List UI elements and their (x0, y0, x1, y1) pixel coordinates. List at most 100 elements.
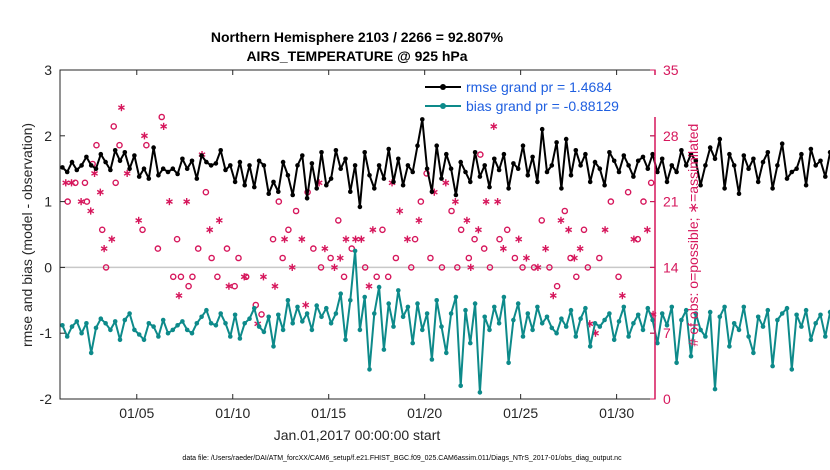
legend: rmse grand pr = 1.4684 bias grand pr = -… (420, 75, 656, 117)
rmse-point (223, 167, 228, 173)
obs-assimilated-stroke (482, 199, 490, 205)
bias-point (635, 312, 641, 318)
rmse-point (779, 141, 785, 146)
obs-assimilated-stroke (494, 199, 502, 205)
bias-point (256, 324, 262, 329)
obs-possible-marker (384, 273, 392, 281)
bias-point (93, 325, 99, 331)
obs-possible-marker (503, 226, 511, 234)
obs-possible-marker (361, 264, 369, 271)
obs-possible-marker (116, 141, 123, 149)
obs-assimilated-marker (175, 292, 183, 300)
rmse-point (683, 163, 689, 168)
rmse-point (400, 182, 406, 188)
obs-assimilated-marker (369, 226, 377, 234)
y-axis-right-label: # of obs: o=possible; ∗=assimilated (685, 124, 701, 347)
bias-point (712, 386, 718, 392)
rmse-point (170, 166, 176, 171)
obs-assimilated-stroke (474, 227, 482, 233)
bias-point (520, 334, 526, 339)
rmse-point (429, 189, 435, 194)
obs-assimilated-marker (160, 122, 168, 130)
obs-possible-marker (392, 254, 400, 262)
rmse-point (175, 171, 180, 177)
rmse-point (352, 163, 358, 168)
axes-layer: -2 -1 0 1 2 3 0 7 14 21 28 35 01/05 01/10 01/15 01/20… (40, 62, 679, 421)
rmse-point (640, 154, 646, 160)
obs-assimilated-stroke (302, 302, 310, 308)
obs-possible-marker (519, 264, 526, 271)
bias-point (242, 321, 247, 326)
rmse-point (626, 163, 631, 168)
rmse-point (448, 166, 454, 171)
rmse-point (271, 179, 276, 185)
rmse-point (707, 145, 713, 150)
rmse-point (573, 148, 579, 153)
obs-possible-marker (480, 245, 488, 252)
bias-point (237, 336, 243, 341)
bias-point (333, 311, 339, 316)
rmse-point (199, 153, 204, 158)
rmse-point (108, 167, 113, 173)
obs-possible-marker (258, 311, 265, 318)
obs-assimilated-marker (522, 254, 530, 262)
obs-assimilated-stroke (490, 123, 498, 129)
bias-point (496, 321, 502, 326)
obs-assimilated-marker (474, 226, 482, 234)
bias-point (98, 316, 104, 322)
bias-point (60, 323, 65, 328)
rmse-point (770, 186, 775, 191)
bias-point (559, 316, 564, 322)
obs-assimilated-stroke (365, 283, 373, 289)
bias-point (362, 294, 368, 300)
obs-possible-marker (102, 264, 110, 271)
x-tick-label: 01/15 (311, 405, 346, 421)
bias-point (659, 311, 665, 316)
y-left-tick-label: -1 (40, 325, 53, 341)
obs-possible-marker (340, 273, 348, 281)
rmse-point (314, 186, 320, 191)
rmse-point (276, 189, 281, 194)
bias-point (184, 327, 190, 333)
data-file-footer: data file: /Users/raeder/DAI/ATM_forcXX/… (182, 455, 622, 462)
obs-assimilated-stroke (630, 236, 638, 242)
obs-possible-marker (64, 198, 71, 205)
rmse-point (103, 159, 108, 165)
rmse-point (659, 156, 665, 162)
obs-possible-marker (647, 179, 655, 187)
bias-point (477, 390, 483, 395)
legend-bias-marker (440, 103, 446, 109)
bias-point (424, 311, 430, 316)
bias-point (127, 311, 132, 316)
rmse-point (381, 176, 387, 181)
obs-possible-marker (214, 273, 221, 281)
obs-possible-marker (275, 198, 283, 205)
rmse-point (501, 151, 507, 157)
rmse-point (803, 182, 809, 188)
bias-point (535, 304, 540, 310)
bias-point (693, 311, 699, 316)
bias-point (348, 298, 353, 303)
bias-point (295, 304, 300, 310)
obs-assimilated-stroke (91, 170, 99, 176)
bias-point (511, 317, 516, 323)
bias-point (319, 314, 324, 320)
bias-point (779, 311, 785, 316)
obs-assimilated-marker (87, 207, 95, 215)
rmse-point (60, 165, 65, 170)
obs-assimilated-marker (298, 235, 306, 243)
obs-assimilated-stroke (96, 189, 104, 195)
bias-point (597, 324, 603, 329)
bias-point (770, 363, 775, 369)
rmse-point (242, 182, 247, 188)
rmse-point (453, 192, 459, 198)
y-axis-left-label: rmse and bias (model - observation) (19, 123, 35, 347)
rmse-point (482, 163, 488, 168)
bias-point (103, 321, 108, 326)
obs-assimilated-stroke (522, 255, 530, 261)
bias-point (285, 298, 291, 303)
bias-point (525, 311, 531, 316)
bias-point (530, 327, 535, 333)
obs-assimilated-stroke (62, 180, 70, 186)
